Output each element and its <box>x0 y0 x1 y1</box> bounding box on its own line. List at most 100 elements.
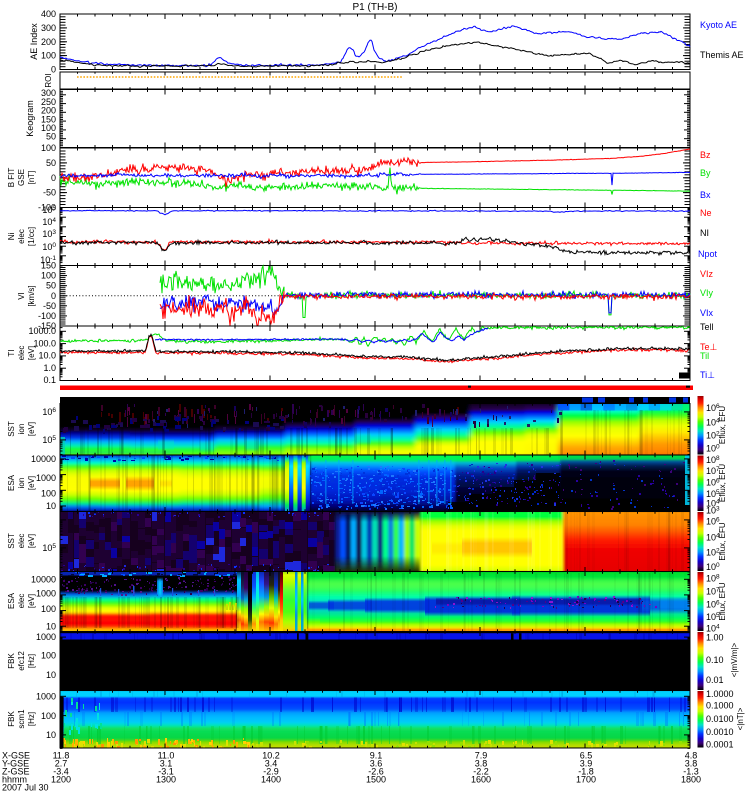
svg-text:scm1: scm1 <box>17 709 26 729</box>
svg-text:-2.6: -2.6 <box>368 767 384 777</box>
svg-text:Npot: Npot <box>698 249 718 259</box>
svg-text:[1/cc]: [1/cc] <box>27 227 36 246</box>
svg-text:<|nT|>: <|nT|> <box>736 707 745 730</box>
svg-text:1400: 1400 <box>261 775 281 785</box>
svg-text:106: 106 <box>706 516 720 526</box>
svg-text:hhmm: hhmm <box>2 775 27 785</box>
svg-text:102: 102 <box>706 430 720 440</box>
svg-text:100: 100 <box>41 143 56 153</box>
svg-text:-100: -100 <box>38 203 56 213</box>
svg-text:100: 100 <box>42 242 56 252</box>
svg-text:106: 106 <box>706 477 720 487</box>
svg-text:10: 10 <box>46 730 56 740</box>
svg-text:50: 50 <box>46 281 56 291</box>
svg-text:-2.9: -2.9 <box>263 767 279 777</box>
svg-text:1000: 1000 <box>36 473 56 483</box>
svg-text:P1 (TH-B): P1 (TH-B) <box>353 2 398 13</box>
svg-text:ion: ion <box>17 424 26 435</box>
svg-text:-150: -150 <box>38 321 56 331</box>
svg-text:Ne: Ne <box>700 208 712 218</box>
svg-text:106: 106 <box>706 599 720 609</box>
svg-text:-2.2: -2.2 <box>473 767 489 777</box>
svg-text:1500: 1500 <box>366 775 386 785</box>
svg-text:100: 100 <box>41 711 56 721</box>
svg-text:-3.1: -3.1 <box>158 767 174 777</box>
svg-text:105: 105 <box>42 205 56 215</box>
svg-text:Te⊥: Te⊥ <box>700 342 718 352</box>
svg-text:200: 200 <box>41 106 56 116</box>
svg-text:[eV]: [eV] <box>27 594 36 608</box>
svg-text:efc12: efc12 <box>17 651 26 671</box>
svg-text:-50: -50 <box>43 301 56 311</box>
svg-text:1000: 1000 <box>36 588 56 598</box>
svg-text:300: 300 <box>41 88 56 98</box>
svg-text:105: 105 <box>42 543 56 553</box>
svg-text:-100: -100 <box>38 311 56 321</box>
svg-text:106: 106 <box>42 407 56 417</box>
svg-text:NI: NI <box>700 228 709 238</box>
svg-text:400: 400 <box>41 9 56 19</box>
svg-text:104: 104 <box>706 498 720 508</box>
svg-text:3.8: 3.8 <box>475 759 488 769</box>
svg-text:3.6: 3.6 <box>370 759 383 769</box>
svg-text:-1.3: -1.3 <box>683 767 699 777</box>
svg-text:0: 0 <box>51 173 56 183</box>
svg-text:4.8: 4.8 <box>685 751 698 761</box>
svg-text:-3.4: -3.4 <box>53 767 69 777</box>
svg-text:[eV]: [eV] <box>27 476 36 490</box>
svg-text:102: 102 <box>706 547 720 557</box>
svg-text:100: 100 <box>41 123 56 133</box>
svg-text:50: 50 <box>46 132 56 142</box>
svg-text:0.1: 0.1 <box>43 375 56 385</box>
svg-text:10-1: 10-1 <box>40 255 56 265</box>
svg-text:104: 104 <box>706 532 720 542</box>
svg-text:1.0: 1.0 <box>43 363 56 373</box>
svg-text:Eflux, EFU: Eflux, EFU <box>718 582 727 620</box>
svg-text:Til: Til <box>700 351 709 361</box>
svg-text:1700: 1700 <box>576 775 596 785</box>
svg-text:107: 107 <box>706 466 720 476</box>
svg-text:Kyoto AE: Kyoto AE <box>700 20 737 30</box>
svg-text:100: 100 <box>706 562 720 572</box>
svg-text:TI: TI <box>7 349 16 356</box>
svg-text:100: 100 <box>706 443 720 453</box>
svg-text:100.0: 100.0 <box>33 338 56 348</box>
svg-text:B FIT: B FIT <box>7 168 16 188</box>
svg-text:X-GSE: X-GSE <box>2 751 30 761</box>
svg-text:100: 100 <box>41 651 56 661</box>
svg-text:ESA: ESA <box>7 592 16 609</box>
svg-text:[Hz]: [Hz] <box>27 654 36 668</box>
svg-text:104: 104 <box>706 417 720 427</box>
svg-text:ESA: ESA <box>7 474 16 491</box>
svg-text:Ti⊥: Ti⊥ <box>700 370 715 380</box>
svg-text:0.0001: 0.0001 <box>706 740 734 750</box>
svg-text:[km/s]: [km/s] <box>27 285 36 306</box>
svg-text:108: 108 <box>706 573 720 583</box>
svg-text:GSE: GSE <box>17 169 26 186</box>
svg-text:1.0000: 1.0000 <box>706 689 734 699</box>
svg-text:0: 0 <box>51 65 56 75</box>
svg-text:0.01: 0.01 <box>706 675 724 685</box>
svg-text:250: 250 <box>41 97 56 107</box>
svg-text:elec: elec <box>17 534 26 549</box>
svg-text:1.00: 1.00 <box>706 633 724 643</box>
svg-text:ROI: ROI <box>44 73 53 87</box>
svg-text:1300: 1300 <box>156 775 176 785</box>
svg-text:3.4: 3.4 <box>265 759 278 769</box>
svg-text:Bz: Bz <box>700 150 711 160</box>
svg-text:3.8: 3.8 <box>685 759 698 769</box>
svg-text:100: 100 <box>41 604 56 614</box>
svg-text:Eflux, EFU: Eflux, EFU <box>718 406 727 444</box>
svg-text:106: 106 <box>706 403 720 413</box>
svg-text:3.9: 3.9 <box>580 759 593 769</box>
svg-text:200: 200 <box>41 37 56 47</box>
svg-text:1200: 1200 <box>51 775 71 785</box>
svg-text:Bx: Bx <box>700 190 711 200</box>
svg-text:Ni: Ni <box>7 233 16 241</box>
svg-text:50: 50 <box>46 158 56 168</box>
svg-text:[nT]: [nT] <box>27 171 36 185</box>
svg-text:0.1000: 0.1000 <box>706 701 734 711</box>
svg-text:10: 10 <box>46 670 56 680</box>
svg-text:103: 103 <box>706 505 720 515</box>
svg-text:10.2: 10.2 <box>262 751 280 761</box>
